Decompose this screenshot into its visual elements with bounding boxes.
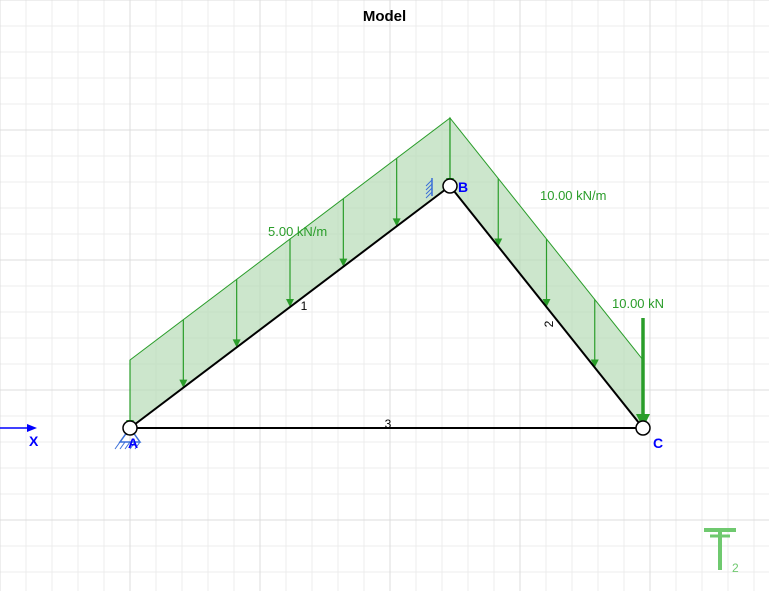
- svg-text:X: X: [29, 433, 39, 449]
- svg-text:10.00 kN/m: 10.00 kN/m: [540, 188, 606, 203]
- svg-text:3: 3: [385, 417, 392, 431]
- svg-text:10.00 kN: 10.00 kN: [612, 296, 664, 311]
- svg-text:A: A: [128, 435, 138, 451]
- svg-text:5.00 kN/m: 5.00 kN/m: [268, 224, 327, 239]
- structural-diagram: 5.00 kN/m 10.00 kN/m 10.00 kN 1 2 3 A B C X 2: [0, 0, 769, 591]
- svg-text:1: 1: [301, 299, 308, 313]
- svg-text:C: C: [653, 435, 663, 451]
- svg-text:2: 2: [732, 561, 739, 575]
- svg-text:B: B: [458, 179, 468, 195]
- svg-text:2: 2: [542, 320, 556, 327]
